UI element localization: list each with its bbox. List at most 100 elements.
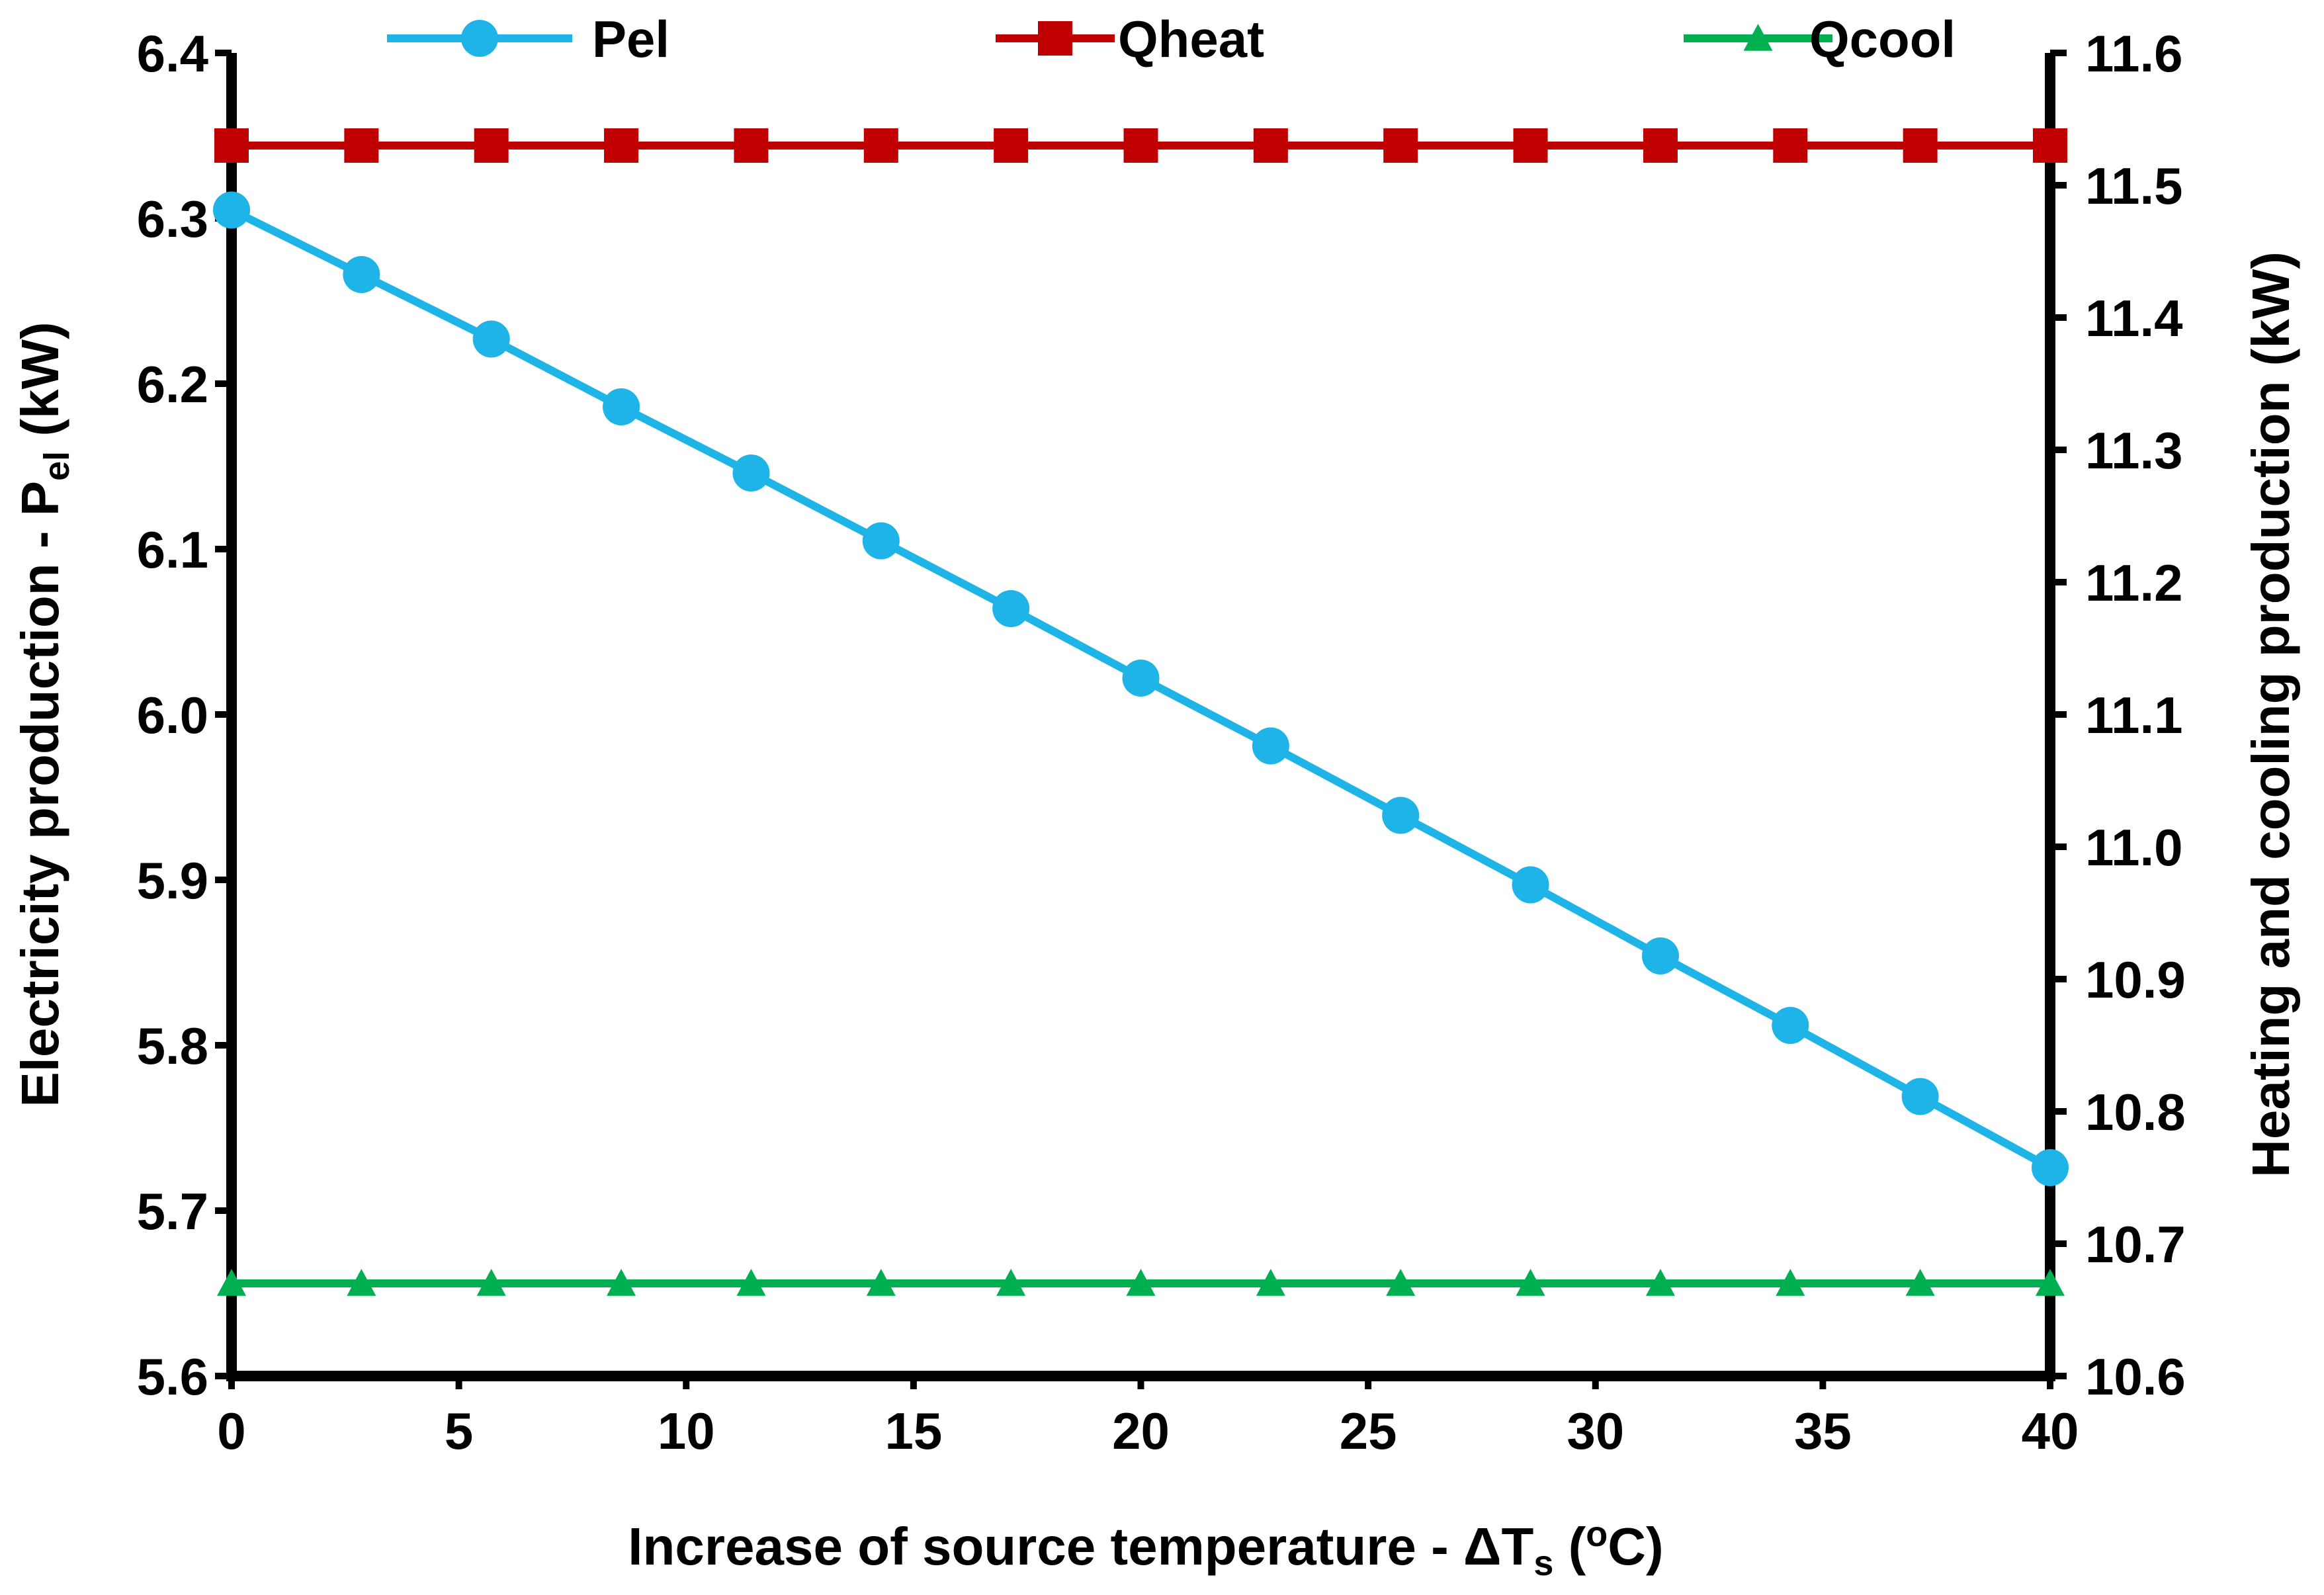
legend-item-qheat: Qheat — [996, 10, 1264, 68]
data-point-pel — [1122, 660, 1160, 697]
legend-swatch-marker — [461, 20, 498, 57]
data-point-pel — [2032, 1149, 2069, 1186]
y-left-axis-title-subscript: el — [37, 451, 77, 481]
data-point-qcool — [217, 1269, 246, 1296]
y-left-axis-title-unit: (kW) — [11, 322, 69, 451]
x-ticks: 0 5 10 15 20 25 30 35 40 — [217, 1376, 2079, 1460]
data-point-qheat — [474, 128, 509, 163]
data-point-qheat — [1383, 128, 1418, 163]
y-right-tick-label: 10.8 — [2085, 1083, 2186, 1141]
data-point-pel — [1901, 1078, 1939, 1115]
y-left-tick-label: 6.3 — [137, 190, 208, 248]
data-point-qheat — [734, 128, 769, 163]
data-point-qcool — [1126, 1269, 1156, 1296]
data-point-qcool — [736, 1269, 766, 1296]
x-axis-title-unit: C) — [1608, 1517, 1663, 1576]
x-tick-label: 10 — [658, 1402, 715, 1460]
data-point-qcool — [1905, 1269, 1935, 1296]
data-point-qheat — [214, 128, 249, 163]
x-axis-title-subscript: s — [1533, 1543, 1553, 1583]
x-tick-label: 20 — [1112, 1402, 1170, 1460]
y-left-ticks: 5.6 5.7 5.8 5.9 6.0 6.1 6.2 6.3 6.4 — [137, 24, 232, 1406]
x-tick-label: 15 — [884, 1402, 942, 1460]
x-tick-label: 35 — [1794, 1402, 1852, 1460]
x-tick-label: 30 — [1567, 1402, 1624, 1460]
data-point-qheat — [1643, 128, 1678, 163]
y-right-tick-label: 10.7 — [2085, 1215, 2186, 1273]
data-point-qcool — [996, 1269, 1026, 1296]
data-point-pel — [603, 388, 640, 425]
x-axis-title: Increase of source temperature - ΔTs (oC… — [628, 1514, 1663, 1583]
data-point-pel — [343, 256, 380, 293]
x-tick-label: 25 — [1340, 1402, 1397, 1460]
y-left-axis-title-main: Electricity production - P — [11, 481, 69, 1107]
series-pel — [213, 191, 2069, 1186]
y-left-tick-label: 6.0 — [137, 686, 208, 744]
x-tick-label: 40 — [2022, 1402, 2079, 1460]
x-axis-title-paren: ( — [1553, 1517, 1586, 1576]
data-point-pel — [1512, 866, 1549, 904]
legend-swatch-marker — [1038, 21, 1072, 56]
legend-label: Pel — [592, 10, 669, 68]
data-point-qheat — [1123, 128, 1158, 163]
data-point-qcool — [476, 1269, 506, 1296]
x-axis-title-main: Increase of source temperature - ΔT — [628, 1517, 1533, 1576]
y-left-axis-title: Electricity production - Pel (kW) — [11, 322, 77, 1107]
data-point-pel — [1382, 797, 1420, 834]
y-right-tick-label: 11.3 — [2085, 421, 2183, 480]
y-left-tick-label: 6.2 — [137, 355, 208, 413]
data-point-qheat — [1773, 128, 1808, 163]
legend-item-pel: Pel — [387, 10, 669, 68]
data-point-qheat — [1903, 128, 1938, 163]
data-point-qheat — [863, 128, 898, 163]
data-point-qheat — [2033, 128, 2067, 163]
legend-swatch-marker — [1743, 24, 1773, 51]
legend-label: Qheat — [1118, 10, 1264, 68]
data-point-qcool — [1645, 1269, 1675, 1296]
y-right-tick-label: 11.4 — [2085, 289, 2183, 347]
y-left-tick-label: 5.7 — [137, 1182, 208, 1240]
y-right-tick-label: 11.1 — [2085, 686, 2183, 744]
data-point-pel — [1772, 1007, 1809, 1044]
y-left-tick-label: 5.6 — [137, 1348, 208, 1406]
data-point-qheat — [994, 128, 1029, 163]
y-right-tick-label: 11.2 — [2085, 554, 2183, 612]
data-point-qheat — [604, 128, 639, 163]
data-point-qcool — [1776, 1269, 1805, 1296]
data-point-qcool — [866, 1269, 896, 1296]
data-point-pel — [1641, 937, 1679, 974]
legend: Pel Qheat Qcool — [387, 10, 1956, 68]
y-right-tick-label: 10.9 — [2085, 951, 2186, 1009]
data-point-qheat — [1253, 128, 1288, 163]
data-point-qcool — [2036, 1269, 2065, 1296]
y-right-tick-label: 11.6 — [2085, 24, 2183, 83]
data-point-pel — [213, 191, 250, 229]
data-point-qcool — [347, 1269, 376, 1296]
legend-label: Qcool — [1809, 10, 1956, 68]
data-point-pel — [472, 320, 510, 358]
data-point-qcool — [1386, 1269, 1416, 1296]
series-layer — [213, 128, 2069, 1296]
series-qheat — [214, 128, 2067, 163]
x-tick-label: 5 — [445, 1402, 473, 1460]
data-point-pel — [1252, 727, 1289, 765]
y-left-tick-label: 5.8 — [137, 1017, 208, 1075]
legend-item-qcool: Qcool — [1684, 10, 1956, 68]
y-right-tick-label: 11.5 — [2085, 157, 2183, 215]
data-point-pel — [862, 522, 900, 560]
series-qcool — [217, 1269, 2065, 1296]
y-left-tick-label: 6.4 — [137, 24, 208, 83]
y-right-axis-title: Heating and cooling production (kW) — [2241, 251, 2300, 1178]
data-point-pel — [992, 590, 1030, 627]
data-point-qcool — [607, 1269, 636, 1296]
x-tick-label: 0 — [217, 1402, 245, 1460]
data-point-qcool — [1516, 1269, 1545, 1296]
y-left-tick-label: 6.1 — [137, 521, 208, 579]
y-right-tick-label: 10.6 — [2085, 1348, 2186, 1406]
y-right-tick-label: 11.0 — [2085, 818, 2183, 877]
data-point-qheat — [344, 128, 379, 163]
data-point-pel — [732, 454, 770, 492]
y-right-ticks: 10.6 10.7 10.8 10.9 11.0 11.1 11.2 11.3 11.4 11.5… — [2050, 24, 2186, 1406]
